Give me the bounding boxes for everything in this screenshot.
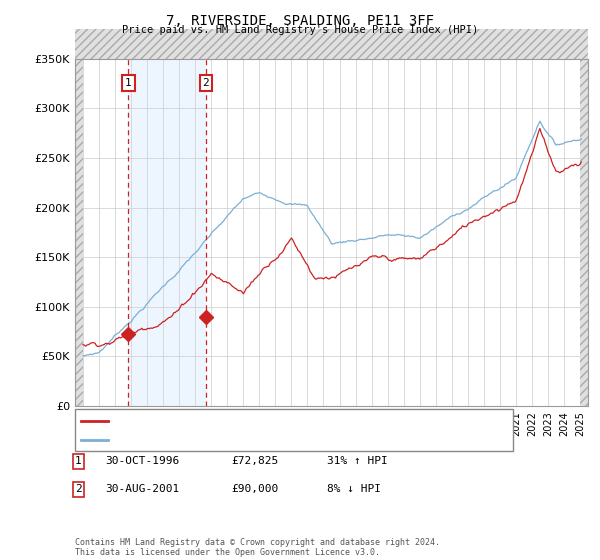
Text: 31% ↑ HPI: 31% ↑ HPI <box>327 456 388 466</box>
Text: 7, RIVERSIDE, SPALDING, PE11 3FF: 7, RIVERSIDE, SPALDING, PE11 3FF <box>166 14 434 28</box>
Text: 1: 1 <box>75 456 82 466</box>
Text: 1: 1 <box>125 78 132 88</box>
Bar <box>75 29 588 59</box>
Text: 2: 2 <box>75 484 82 494</box>
Text: £72,825: £72,825 <box>231 456 278 466</box>
Bar <box>75 59 83 406</box>
Text: 7, RIVERSIDE, SPALDING, PE11 3FF (detached house): 7, RIVERSIDE, SPALDING, PE11 3FF (detach… <box>115 416 421 426</box>
Bar <box>128 59 206 406</box>
Text: Contains HM Land Registry data © Crown copyright and database right 2024.
This d: Contains HM Land Registry data © Crown c… <box>75 538 440 557</box>
Text: Price paid vs. HM Land Registry's House Price Index (HPI): Price paid vs. HM Land Registry's House … <box>122 25 478 35</box>
Bar <box>580 59 588 406</box>
Text: 2: 2 <box>203 78 209 88</box>
Text: 8% ↓ HPI: 8% ↓ HPI <box>327 484 381 494</box>
Text: HPI: Average price, detached house, South Holland: HPI: Average price, detached house, Sout… <box>115 435 421 445</box>
Text: £90,000: £90,000 <box>231 484 278 494</box>
Text: 30-AUG-2001: 30-AUG-2001 <box>105 484 179 494</box>
Text: 30-OCT-1996: 30-OCT-1996 <box>105 456 179 466</box>
